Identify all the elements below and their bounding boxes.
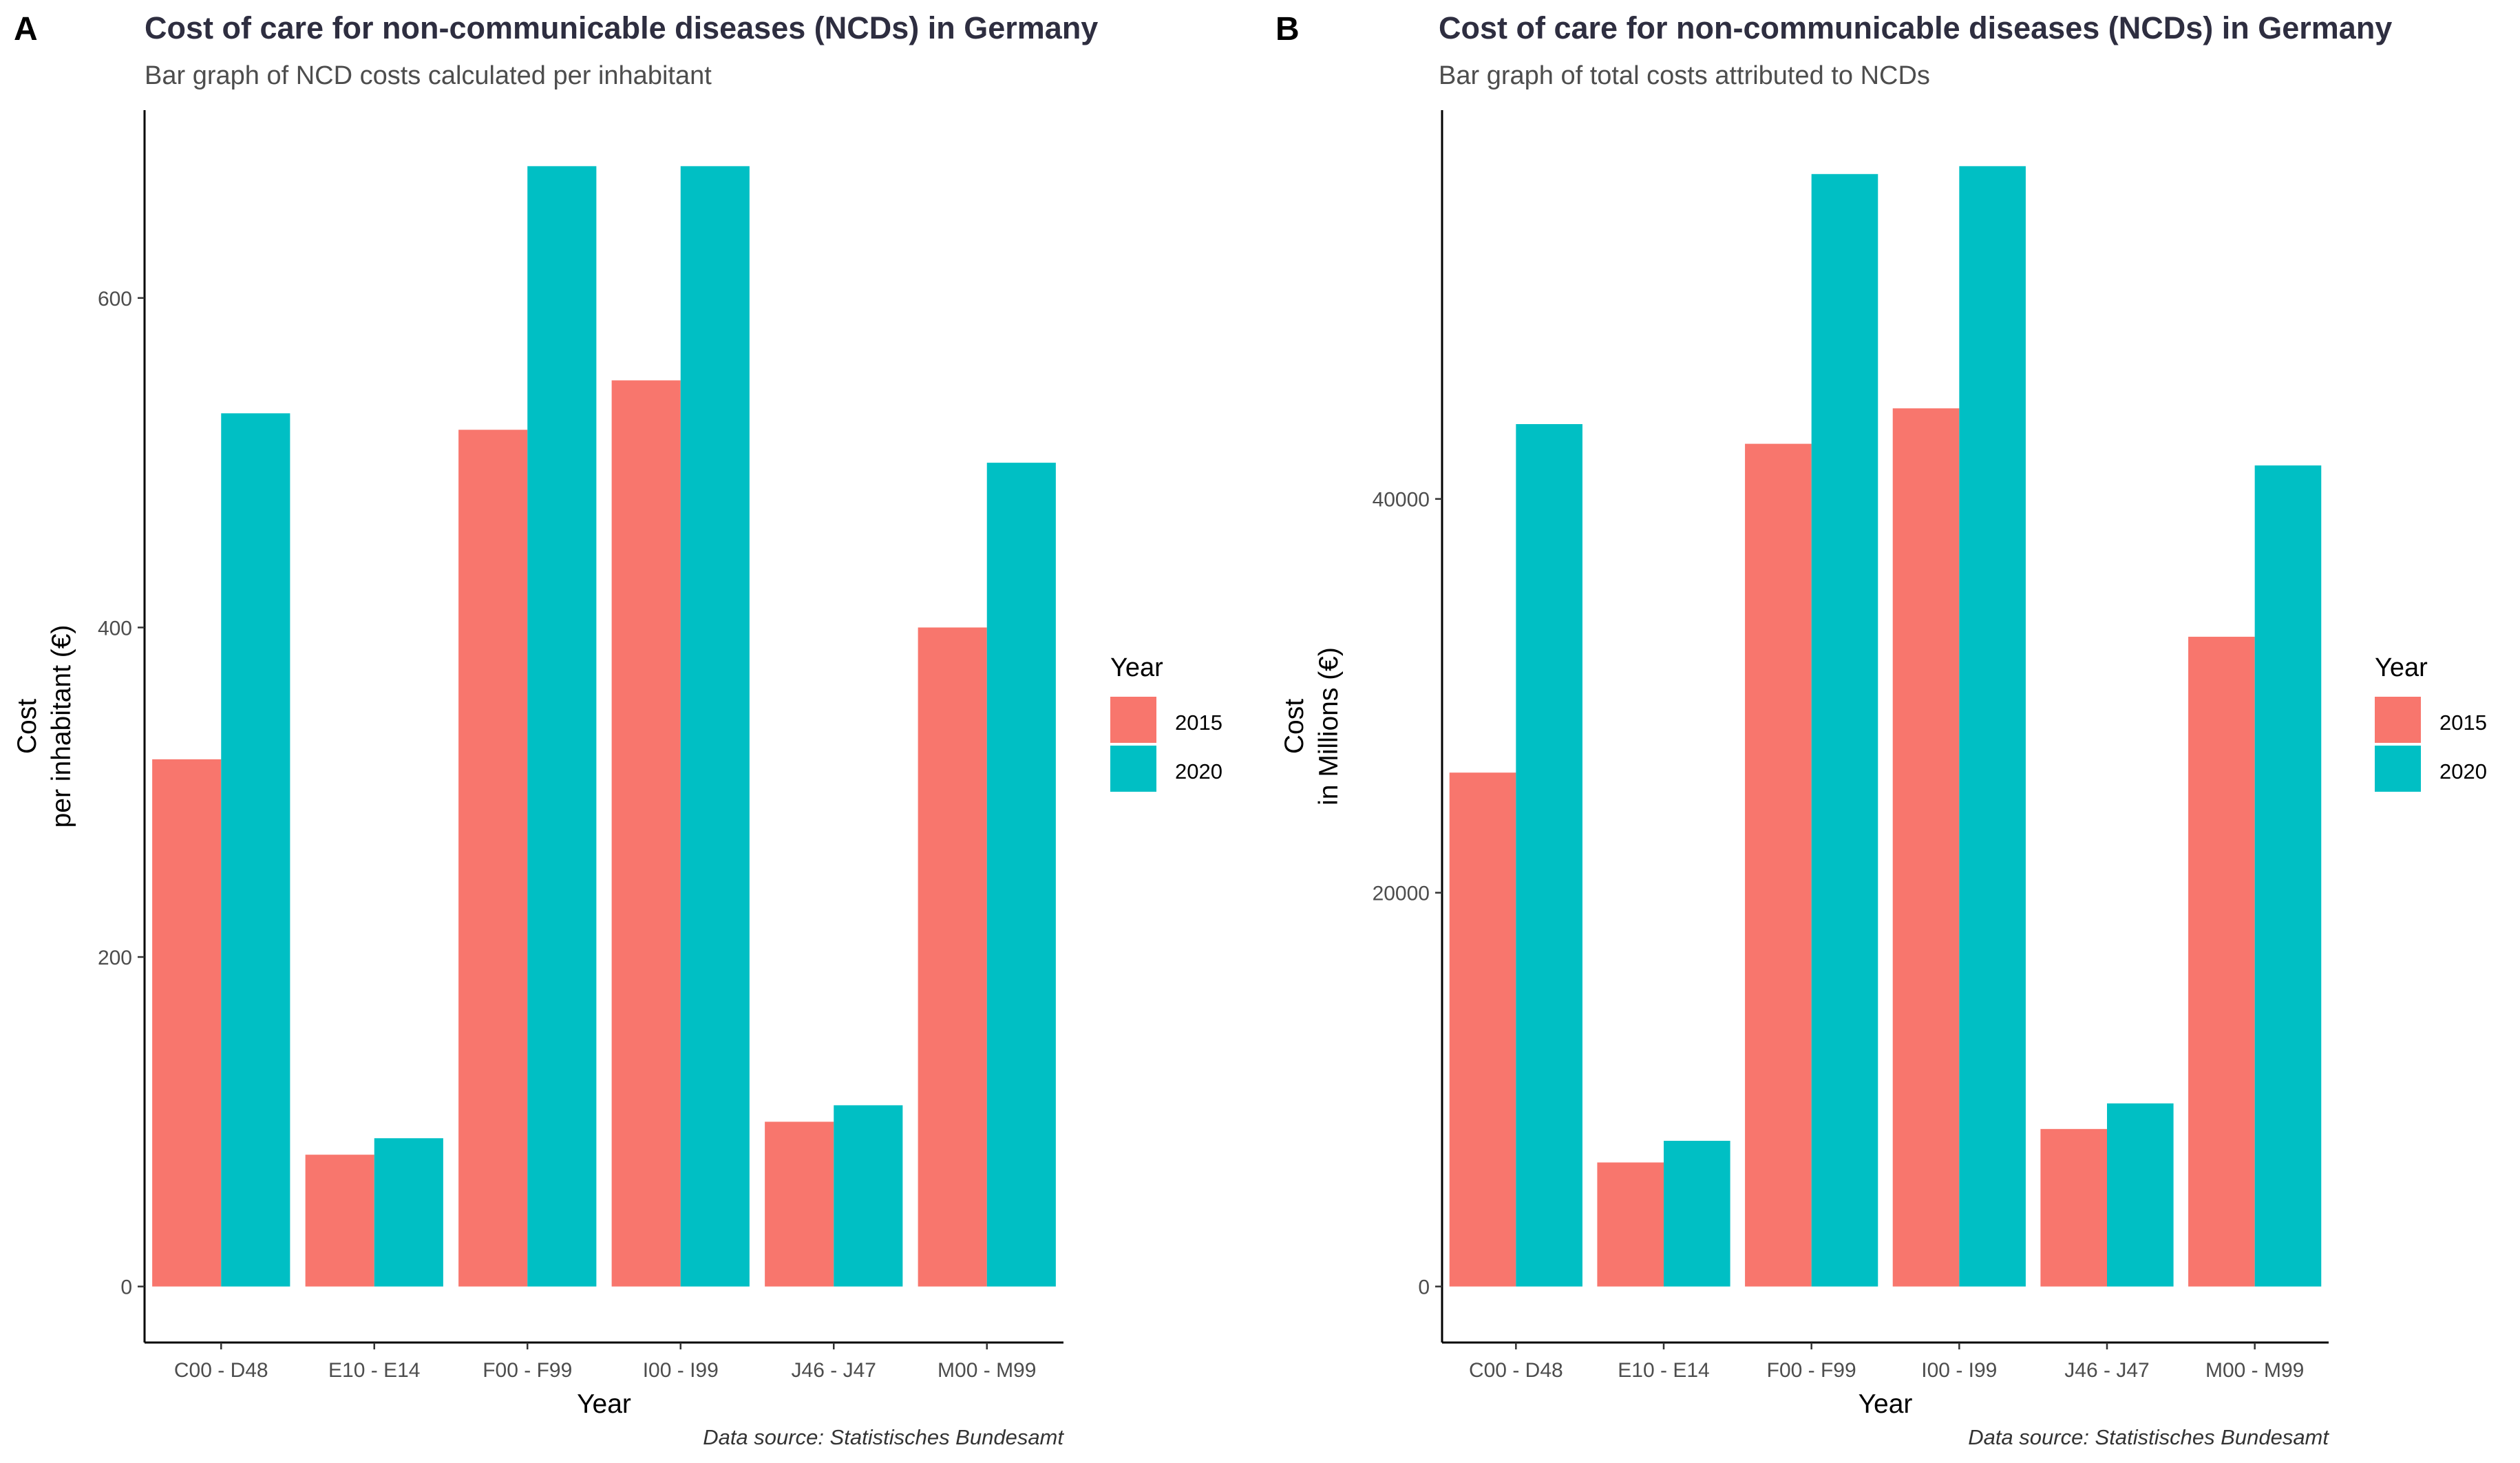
panel-a-bar-2015-2 <box>305 1155 374 1287</box>
panel-b-x-tick-label-4: I00 - I99 <box>1921 1359 1997 1382</box>
panel-b-caption: Data source: Statistisches Bundesamt <box>1968 1425 2329 1449</box>
panel-b-plot: 0 20000 40000 C00 - D48 E10 - E14 F00 - F99 I0… <box>1280 110 2329 1419</box>
panel-b-legend-key-2020 <box>2375 746 2421 792</box>
panel-b-x-tick-label-2: E10 - E14 <box>1618 1359 1709 1382</box>
panel-b-bar-2020-1 <box>1516 424 1582 1287</box>
panel-a-bar-2020-2 <box>374 1138 443 1287</box>
panel-b-x-tick-label-6: M00 - M99 <box>2205 1359 2304 1382</box>
panel-a-bar-2020-4 <box>680 166 750 1287</box>
panel-a-legend-key-2015 <box>1110 697 1156 743</box>
panel-a-bar-2020-3 <box>527 166 597 1287</box>
panel-b-y-tick-label-40000: 40000 <box>1373 489 1430 512</box>
panel-a-legend-label-2020: 2020 <box>1175 759 1222 783</box>
panel-b-y-tick-label-20000: 20000 <box>1373 883 1430 905</box>
panel-a-bar-2015-1 <box>152 759 222 1287</box>
panel-a-y-tick-label-200: 200 <box>98 947 132 969</box>
panel-b-x-tick-label-3: F00 - F99 <box>1767 1359 1856 1382</box>
panel-b-legend-label-2020: 2020 <box>2439 759 2487 783</box>
panel-a-bar-2015-3 <box>458 430 528 1287</box>
panel-a-y-tick-label-400: 400 <box>98 617 132 640</box>
panel-b-title: Cost of care for non-communicable diseas… <box>1439 10 2392 45</box>
panel-b-bar-2020-4 <box>1959 166 2026 1287</box>
panel-b-bar-2020-5 <box>2107 1103 2174 1287</box>
panel-b-legend-title: Year <box>2375 653 2428 682</box>
panel-a-x-tick-label-3: F00 - F99 <box>483 1359 572 1382</box>
panel-b-x-tick-label-5: J46 - J47 <box>2064 1359 2149 1382</box>
panel-b-bar-2015-2 <box>1597 1162 1664 1287</box>
panel-a-legend-key-2020 <box>1110 746 1156 792</box>
panel-b-bar-2015-5 <box>2040 1128 2107 1287</box>
panel-b-subtitle: Bar graph of total costs attributed to N… <box>1439 61 1930 90</box>
panel-a-caption: Data source: Statistisches Bundesamt <box>703 1425 1064 1449</box>
panel-a-bar-2020-5 <box>834 1105 903 1287</box>
panel-a-bar-2015-4 <box>611 380 681 1287</box>
panel-a-y-tick-label-600: 600 <box>98 288 132 311</box>
panel-b-bar-2015-1 <box>1449 772 1516 1287</box>
panel-b-x-axis-title: Year <box>1859 1389 1913 1419</box>
panel-a-plot: 0 200 400 600 C00 - D48 E10 - E14 F00 - F99 I00… <box>12 110 1063 1419</box>
panel-b-bar-2020-2 <box>1664 1141 1730 1287</box>
panel-b-bar-2015-3 <box>1745 443 1812 1287</box>
panel-letter-a: A <box>14 11 38 48</box>
panel-a-legend-label-2015: 2015 <box>1175 711 1222 735</box>
panel-a-y-axis-title-line-1: Cost <box>12 699 42 754</box>
panel-b: B Cost of care for non-communicable dise… <box>1275 10 2487 1449</box>
panel-letter-b: B <box>1275 11 1300 48</box>
panel-a-x-tick-label-5: J46 - J47 <box>792 1359 876 1382</box>
panel-a-bar-2015-5 <box>765 1122 834 1287</box>
panel-a-subtitle: Bar graph of NCD costs calculated per in… <box>145 61 712 90</box>
panel-b-legend-key-2015 <box>2375 697 2421 743</box>
panel-a: A Cost of care for non-communicable dise… <box>12 10 1222 1449</box>
panel-a-y-axis-title-line-2: per inhabitant (€) <box>47 625 76 828</box>
panel-a-x-tick-label-2: E10 - E14 <box>328 1359 420 1382</box>
panel-b-legend-label-2015: 2015 <box>2439 711 2487 735</box>
panel-a-title: Cost of care for non-communicable diseas… <box>145 10 1098 45</box>
panel-a-bar-2015-6 <box>918 627 987 1287</box>
panel-a-x-axis-title: Year <box>577 1389 631 1419</box>
panel-b-bar-2020-6 <box>2254 465 2322 1287</box>
panel-a-x-tick-label-4: I00 - I99 <box>643 1359 719 1382</box>
panel-b-bar-2020-3 <box>1811 173 1878 1287</box>
panel-b-x-tick-label-1: C00 - D48 <box>1469 1359 1563 1382</box>
panel-b-bar-2015-4 <box>1892 408 1960 1287</box>
panel-a-y-tick-label-0: 0 <box>120 1276 132 1299</box>
panel-a-bar-2020-1 <box>221 413 290 1287</box>
panel-b-y-tick-label-0: 0 <box>1418 1276 1430 1299</box>
panel-a-x-tick-label-6: M00 - M99 <box>938 1359 1036 1382</box>
panel-a-legend-title: Year <box>1110 653 1163 682</box>
panel-b-y-axis-title-line-1: Cost <box>1280 699 1309 754</box>
panel-a-bar-2020-6 <box>986 463 1056 1287</box>
panel-a-x-tick-label-1: C00 - D48 <box>174 1359 268 1382</box>
panel-b-y-axis-title-line-2: in Millions (€) <box>1314 647 1344 806</box>
panel-b-bar-2015-6 <box>2188 636 2255 1287</box>
